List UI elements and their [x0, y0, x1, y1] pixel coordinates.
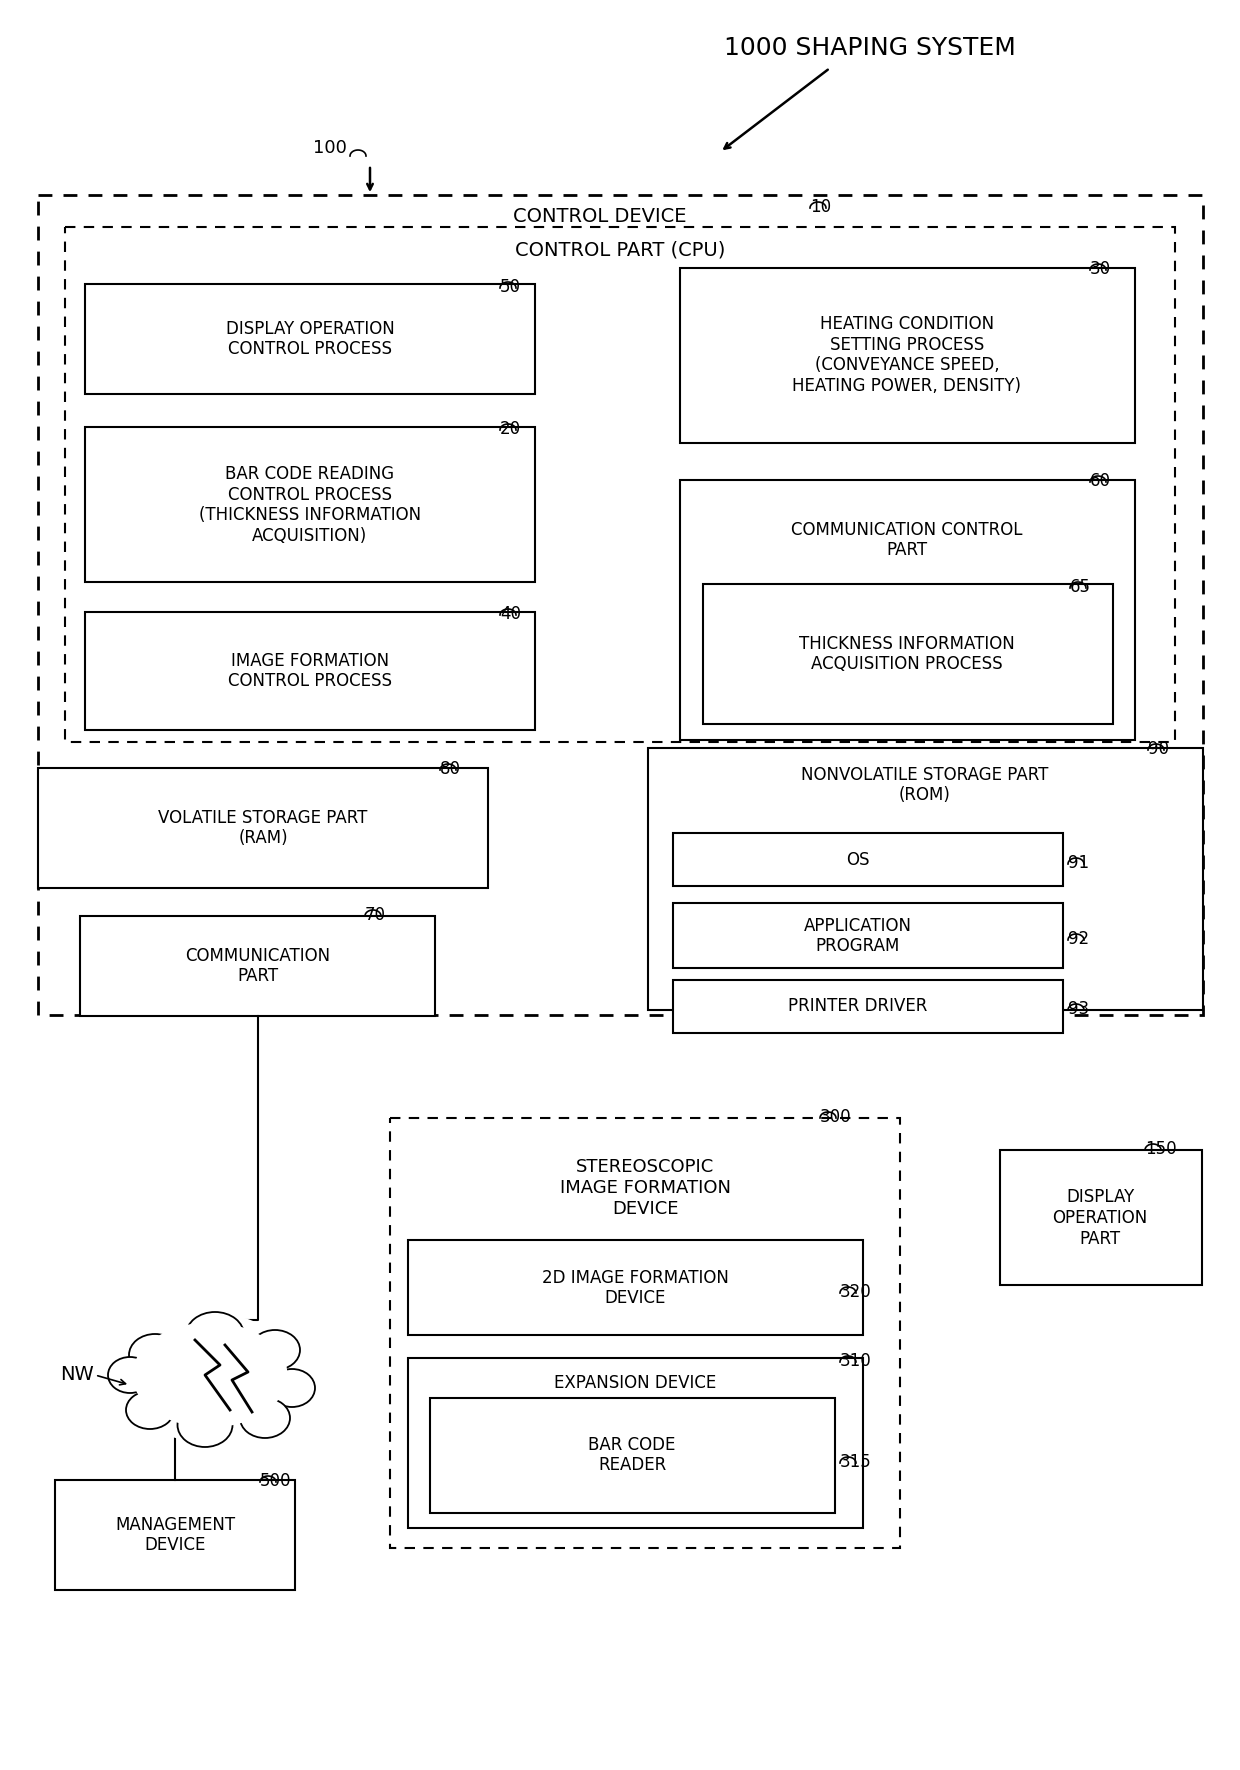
Bar [86, 612, 534, 729]
Text: 93: 93 [1068, 1000, 1089, 1018]
Bar [86, 427, 534, 582]
Text: 150: 150 [1145, 1140, 1177, 1158]
Ellipse shape [126, 1391, 174, 1428]
Text: 50: 50 [500, 278, 521, 296]
Text: NONVOLATILE STORAGE PART
(ROM): NONVOLATILE STORAGE PART (ROM) [801, 766, 1049, 804]
Text: PRINTER DRIVER: PRINTER DRIVER [789, 997, 928, 1014]
Text: 65: 65 [1070, 579, 1091, 596]
Text: 310: 310 [839, 1352, 872, 1370]
Bar [703, 584, 1114, 724]
Ellipse shape [241, 1398, 290, 1437]
Text: NW: NW [60, 1365, 94, 1384]
Bar [680, 267, 1135, 442]
Text: COMMUNICATION
PART: COMMUNICATION PART [186, 947, 331, 986]
Text: 91: 91 [1068, 853, 1089, 873]
Text: CONTROL DEVICE: CONTROL DEVICE [513, 207, 687, 227]
Ellipse shape [108, 1358, 153, 1393]
Text: 2D IMAGE FORMATION
DEVICE: 2D IMAGE FORMATION DEVICE [542, 1269, 728, 1308]
Text: 92: 92 [1068, 929, 1089, 949]
Text: EXPANSION DEVICE: EXPANSION DEVICE [554, 1374, 717, 1391]
Ellipse shape [186, 1312, 244, 1358]
Text: 30: 30 [1090, 260, 1111, 278]
Text: APPLICATION
PROGRAM: APPLICATION PROGRAM [804, 917, 911, 956]
Bar [430, 1398, 835, 1513]
Text: BAR CODE
READER: BAR CODE READER [588, 1435, 676, 1474]
Bar [86, 283, 534, 395]
Text: 100: 100 [312, 140, 347, 158]
Text: 500: 500 [260, 1473, 291, 1490]
Text: 70: 70 [365, 906, 386, 924]
Text: THICKNESS INFORMATION
ACQUISITION PROCESS: THICKNESS INFORMATION ACQUISITION PROCES… [799, 635, 1014, 673]
Ellipse shape [177, 1404, 233, 1448]
Bar [81, 917, 435, 1016]
Bar [38, 768, 489, 889]
Text: 1000 SHAPING SYSTEM: 1000 SHAPING SYSTEM [724, 35, 1016, 60]
Text: 40: 40 [500, 605, 521, 623]
Bar [408, 1241, 863, 1335]
Text: 10: 10 [810, 198, 831, 216]
Text: 320: 320 [839, 1283, 872, 1301]
Bar [673, 981, 1063, 1034]
Text: 20: 20 [500, 419, 521, 437]
Text: DISPLAY
OPERATION
PART: DISPLAY OPERATION PART [1053, 1188, 1148, 1248]
Text: COMMUNICATION CONTROL
PART: COMMUNICATION CONTROL PART [791, 520, 1023, 559]
Text: BAR CODE READING
CONTROL PROCESS
(THICKNESS INFORMATION
ACQUISITION): BAR CODE READING CONTROL PROCESS (THICKN… [198, 466, 422, 545]
Text: DISPLAY OPERATION
CONTROL PROCESS: DISPLAY OPERATION CONTROL PROCESS [226, 320, 394, 358]
Ellipse shape [120, 1313, 300, 1443]
Bar [680, 480, 1135, 740]
Text: VOLATILE STORAGE PART
(RAM): VOLATILE STORAGE PART (RAM) [159, 809, 368, 848]
Text: STEREOSCOPIC
IMAGE FORMATION
DEVICE: STEREOSCOPIC IMAGE FORMATION DEVICE [559, 1158, 730, 1218]
Bar [55, 1480, 295, 1589]
Bar [649, 749, 1203, 1011]
Bar [673, 834, 1063, 887]
Text: 300: 300 [820, 1108, 852, 1126]
Bar [673, 903, 1063, 968]
Text: 80: 80 [440, 759, 461, 779]
Text: HEATING CONDITION
SETTING PROCESS
(CONVEYANCE SPEED,
HEATING POWER, DENSITY): HEATING CONDITION SETTING PROCESS (CONVE… [792, 315, 1022, 395]
Ellipse shape [269, 1368, 315, 1407]
Bar [999, 1150, 1202, 1285]
Bar [64, 227, 1176, 742]
Text: CONTROL PART (CPU): CONTROL PART (CPU) [515, 241, 725, 260]
Text: 315: 315 [839, 1453, 872, 1471]
Ellipse shape [250, 1329, 300, 1370]
Bar [408, 1358, 863, 1528]
Text: 60: 60 [1090, 473, 1111, 490]
Bar [391, 1119, 900, 1549]
Text: 90: 90 [1148, 740, 1169, 758]
Ellipse shape [133, 1322, 288, 1427]
Ellipse shape [129, 1335, 181, 1375]
Text: MANAGEMENT
DEVICE: MANAGEMENT DEVICE [115, 1515, 236, 1554]
Bar [38, 195, 1203, 1014]
Text: IMAGE FORMATION
CONTROL PROCESS: IMAGE FORMATION CONTROL PROCESS [228, 651, 392, 690]
Text: OS: OS [846, 851, 869, 869]
